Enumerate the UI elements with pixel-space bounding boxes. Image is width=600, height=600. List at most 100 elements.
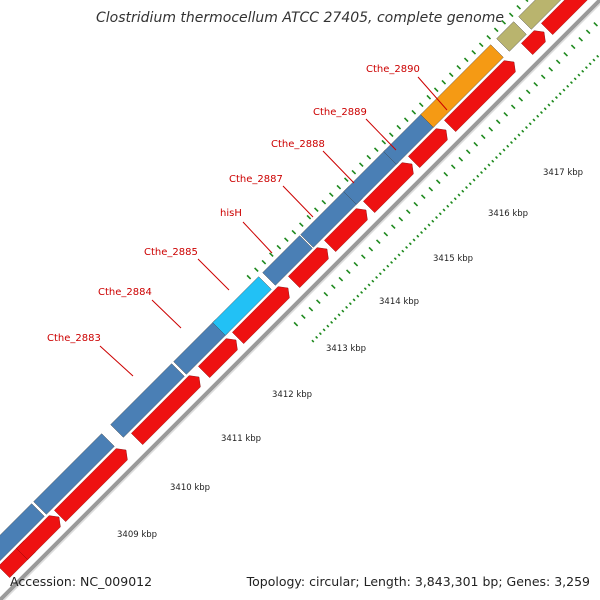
scale-tick xyxy=(382,268,386,272)
callout-line xyxy=(99,345,134,377)
gene-callouts: Cthe_2883 Cthe_2884 Cthe_2885 hisH Cthe_2887… xyxy=(47,64,448,377)
outer-tick xyxy=(366,154,372,160)
scale-tick xyxy=(457,193,461,197)
inner-tick xyxy=(525,89,531,95)
scale-tick xyxy=(446,204,450,208)
scale-tick xyxy=(521,129,525,133)
scale-tick xyxy=(423,227,427,231)
outer-tick xyxy=(269,252,274,257)
scale-tick xyxy=(569,81,573,85)
kbp-label: 3413 kbp xyxy=(326,344,366,354)
inner-tick xyxy=(405,209,411,215)
scale-tick xyxy=(465,186,468,189)
scale-tick xyxy=(577,73,581,77)
callout-line xyxy=(322,150,355,184)
inner-tick xyxy=(570,44,576,50)
inner-tick xyxy=(353,261,359,267)
gene-label: Cthe_2888 xyxy=(271,139,325,150)
kbp-label: 3417 kbp xyxy=(543,168,583,178)
scale-tick xyxy=(363,287,367,291)
reverse-gene-13 xyxy=(541,0,588,35)
outer-tick xyxy=(471,49,477,55)
scale-tick xyxy=(495,156,498,159)
scale-tick xyxy=(375,275,379,279)
scale-tick xyxy=(390,260,394,264)
outer-tick xyxy=(381,139,387,145)
scale-tick xyxy=(412,238,416,242)
scale-tick xyxy=(524,126,528,130)
scale-tick xyxy=(539,111,543,115)
inner-tick xyxy=(518,96,524,102)
gene-label: hisH xyxy=(220,208,242,219)
scale-tick xyxy=(581,69,585,73)
scale-tick xyxy=(573,77,577,81)
scale-tick xyxy=(352,298,356,302)
callout-line xyxy=(242,221,273,254)
inner-tick xyxy=(458,156,464,162)
scale-tick xyxy=(435,215,439,219)
inner-tick xyxy=(345,269,351,275)
reverse-gene-8 xyxy=(324,208,368,252)
scale-tick xyxy=(487,163,491,167)
outer-tick xyxy=(456,64,462,70)
outer-tick xyxy=(284,237,289,242)
kbp-label: 3411 kbp xyxy=(221,434,261,444)
scale-tick xyxy=(532,118,536,122)
outer-tick xyxy=(306,214,312,220)
scale-tick xyxy=(401,249,405,253)
scale-tick xyxy=(509,141,513,145)
kbp-label: 3416 kbp xyxy=(488,209,528,219)
scale-tick xyxy=(367,283,371,287)
scale-tick xyxy=(468,182,472,186)
reverse-gene-12 xyxy=(521,30,546,55)
kbp-label: 3412 kbp xyxy=(272,390,312,400)
reverse-gene-11 xyxy=(444,60,516,132)
scale-tick xyxy=(476,174,480,178)
scale-tick xyxy=(506,144,510,148)
outer-tick xyxy=(254,267,259,272)
scale-tick xyxy=(547,103,551,107)
inner-tick xyxy=(338,276,344,282)
inner-tick xyxy=(375,239,381,245)
scale-tick xyxy=(558,92,562,96)
scale-tick xyxy=(348,302,352,306)
scale-tick xyxy=(554,96,558,100)
inner-tick xyxy=(301,314,306,319)
inner-tick xyxy=(383,231,389,237)
scale-tick xyxy=(453,197,457,201)
reverse-gene-10 xyxy=(408,128,448,168)
scale-tick xyxy=(491,159,495,163)
callout-line xyxy=(151,299,182,329)
kbp-label: 3409 kbp xyxy=(117,530,157,540)
scale-tick xyxy=(386,264,390,268)
outer-tick xyxy=(261,259,267,265)
scale-tick xyxy=(356,294,360,298)
scale-tick xyxy=(498,152,502,156)
scale-tick xyxy=(543,107,547,111)
scale-tick xyxy=(596,54,600,58)
reverse-gene-4 xyxy=(131,375,201,445)
scale-tick xyxy=(536,114,540,118)
gene-label: Cthe_2889 xyxy=(313,107,367,118)
outer-tick xyxy=(343,177,349,183)
inner-tick xyxy=(390,224,396,230)
inner-tick xyxy=(413,201,419,207)
scale-tick xyxy=(461,189,465,193)
scale-tick xyxy=(378,272,382,276)
outer-tick xyxy=(501,19,507,25)
inner-tick xyxy=(450,164,456,170)
page-title: Clostridium thermocellum ATCC 27405, com… xyxy=(96,10,504,26)
callout-line xyxy=(197,258,230,291)
outer-tick xyxy=(403,117,409,123)
reverse-strand-track xyxy=(0,0,588,578)
scale-tick xyxy=(416,234,420,238)
outer-tick xyxy=(463,57,469,63)
inner-tick xyxy=(488,126,494,132)
outer-tick xyxy=(246,274,252,280)
inner-tick xyxy=(533,81,539,87)
scale-tick xyxy=(592,58,596,62)
outer-tick xyxy=(358,162,364,168)
scale-tick-row xyxy=(311,52,600,343)
forward-strand-track xyxy=(0,0,562,562)
